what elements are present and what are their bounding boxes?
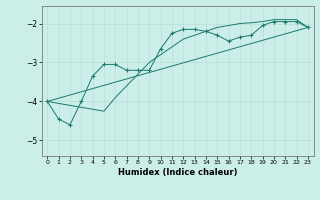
X-axis label: Humidex (Indice chaleur): Humidex (Indice chaleur)	[118, 168, 237, 177]
